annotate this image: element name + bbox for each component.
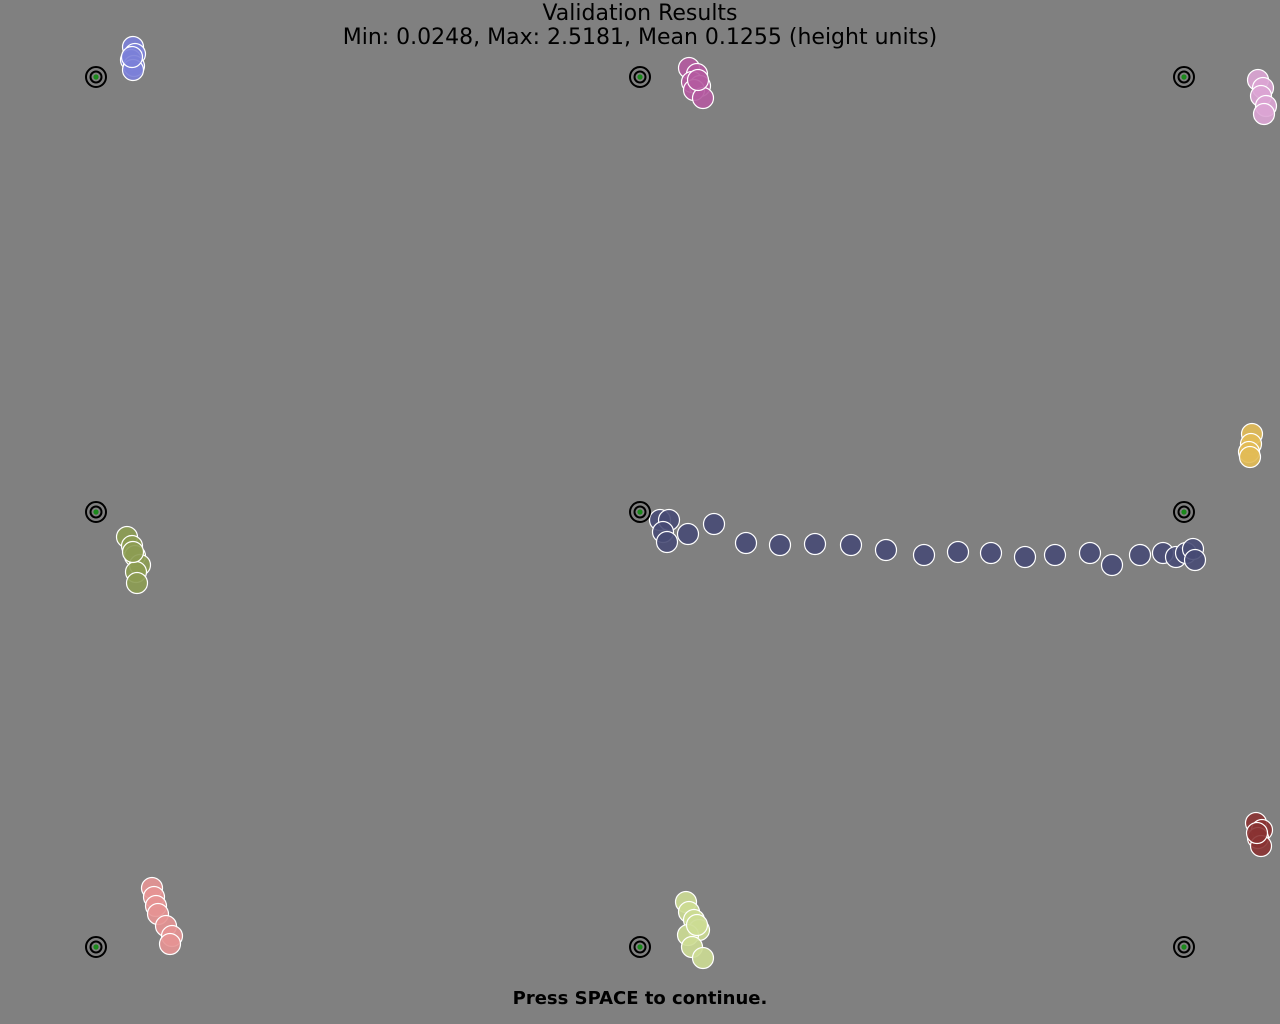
gaze-sample (125, 571, 149, 595)
target-center (1181, 944, 1187, 950)
target-inner (89, 940, 103, 954)
target-center (93, 74, 99, 80)
gaze-sample (1238, 445, 1262, 469)
gaze-sample (1100, 553, 1124, 577)
gaze-sample (702, 512, 726, 536)
gaze-sample (1245, 821, 1269, 845)
gaze-sample (768, 533, 792, 557)
target-inner (633, 940, 647, 954)
gaze-sample (1043, 543, 1067, 567)
gaze-sample (1252, 102, 1276, 126)
target-outer (1173, 66, 1195, 88)
target-center (637, 944, 643, 950)
target-inner (633, 70, 647, 84)
gaze-sample (912, 543, 936, 567)
target-inner (1177, 505, 1191, 519)
target-outer (629, 936, 651, 958)
target-inner (89, 505, 103, 519)
target-center (93, 509, 99, 515)
target-outer (629, 66, 651, 88)
target-outer (1173, 936, 1195, 958)
gaze-sample (803, 532, 827, 556)
gaze-sample (691, 946, 715, 970)
gaze-layer (85, 35, 1278, 970)
target-center (1181, 509, 1187, 515)
target-center (1181, 74, 1187, 80)
target-outer (629, 501, 651, 523)
gaze-sample (120, 45, 144, 69)
gaze-sample (655, 530, 679, 554)
target-center (637, 74, 643, 80)
gaze-sample (1013, 545, 1037, 569)
gaze-sample (874, 538, 898, 562)
gaze-sample (839, 533, 863, 557)
target-outer (1173, 501, 1195, 523)
target-center (93, 944, 99, 950)
subtitle: Min: 0.0248, Max: 2.5181, Mean 0.1255 (h… (343, 25, 938, 50)
gaze-sample (676, 522, 700, 546)
gaze-sample (979, 541, 1003, 565)
gaze-sample (685, 913, 709, 937)
target-outer (85, 936, 107, 958)
target-outer (85, 501, 107, 523)
target-inner (1177, 940, 1191, 954)
target-center (637, 509, 643, 515)
gaze-sample (1183, 548, 1207, 572)
title: Validation Results (542, 1, 737, 26)
gaze-sample (1128, 543, 1152, 567)
target-inner (633, 505, 647, 519)
target-inner (1177, 70, 1191, 84)
target-outer (85, 66, 107, 88)
gaze-sample (946, 540, 970, 564)
instruction: Press SPACE to continue. (513, 988, 768, 1009)
gaze-sample (686, 68, 710, 92)
target-inner (89, 70, 103, 84)
gaze-sample (158, 932, 182, 956)
gaze-sample (121, 540, 145, 564)
gaze-sample (734, 531, 758, 555)
gaze-sample (1078, 541, 1102, 565)
